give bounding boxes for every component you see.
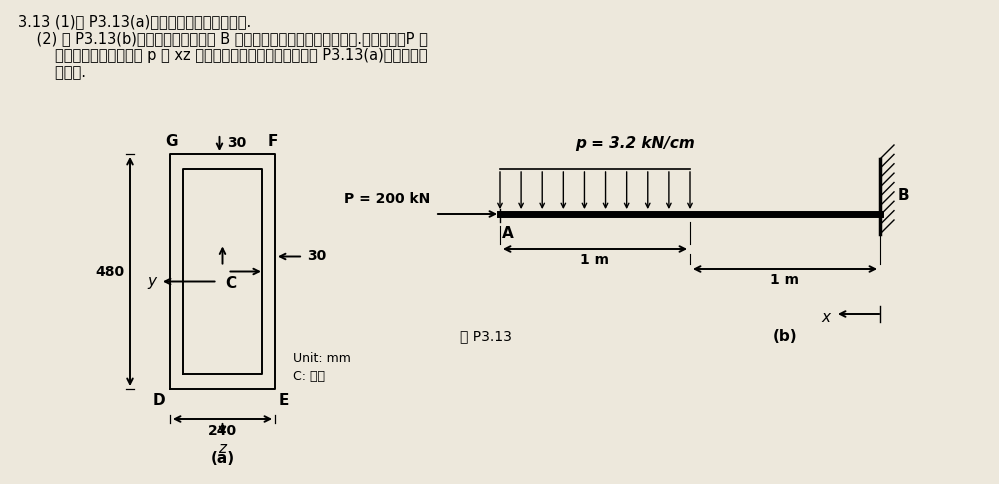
Text: 30: 30 [307, 249, 327, 263]
Text: 図 P3.13: 図 P3.13 [460, 329, 511, 343]
Text: E: E [279, 393, 290, 408]
Text: (a): (a) [211, 451, 235, 466]
Text: 480: 480 [95, 264, 124, 278]
Text: 1 m: 1 m [770, 273, 799, 287]
Text: (b): (b) [772, 329, 797, 344]
Text: F: F [268, 134, 278, 149]
Text: A: A [502, 226, 513, 241]
Text: p = 3.2 kN/cm: p = 3.2 kN/cm [575, 136, 695, 151]
Text: 3.13 (1)図 P3.13(a)に示す断面の核を求めよ.: 3.13 (1)図 P3.13(a)に示す断面の核を求めよ. [18, 14, 252, 29]
Text: 240: 240 [208, 424, 237, 438]
Text: (2) 図 P3.13(b)に示すはりの固定端 B における垂直応力分布を求めよ.　ただし，P は: (2) 図 P3.13(b)に示すはりの固定端 B における垂直応力分布を求めよ… [18, 31, 428, 46]
Text: x: x [821, 311, 830, 326]
Text: Unit: mm: Unit: mm [293, 352, 351, 365]
Text: 1 m: 1 m [580, 253, 609, 267]
Text: B: B [898, 188, 910, 203]
Text: 断面の重心，分布荷重 p は xz 平面内に作用し，断面形状は図 P3.13(a)に示すもの: 断面の重心，分布荷重 p は xz 平面内に作用し，断面形状は図 P3.13(a… [18, 48, 428, 63]
Text: z: z [219, 441, 227, 456]
Text: D: D [153, 393, 165, 408]
Text: C: C [226, 276, 237, 291]
Text: y: y [147, 274, 156, 289]
Text: 30: 30 [228, 136, 247, 150]
Text: C: 重心: C: 重心 [293, 369, 325, 382]
Text: G: G [166, 134, 178, 149]
Text: とする.: とする. [18, 65, 86, 80]
Text: P = 200 kN: P = 200 kN [344, 192, 430, 206]
